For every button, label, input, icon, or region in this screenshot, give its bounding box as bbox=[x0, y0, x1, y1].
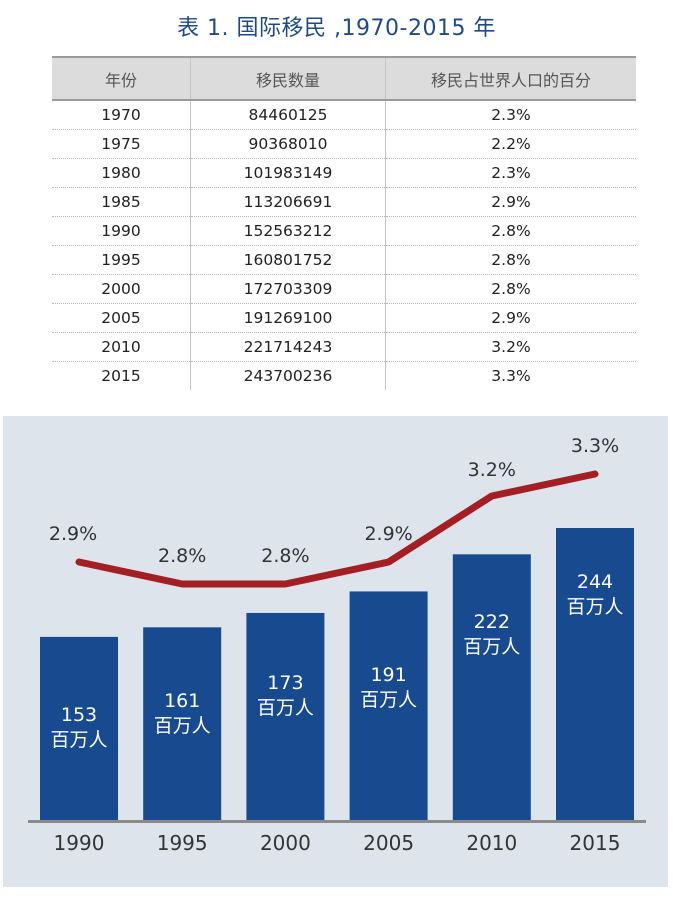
table-header-row: 年份 移民数量 移民占世界人口的百分 bbox=[52, 56, 636, 101]
bar-2015 bbox=[556, 528, 634, 820]
header-migrant-count: 移民数量 bbox=[190, 56, 386, 101]
line-value-label: 2.9% bbox=[49, 523, 97, 545]
cell-migrant-count: 113206691 bbox=[190, 187, 386, 217]
cell-migrant-count: 243700236 bbox=[190, 361, 386, 390]
bar-value-label: 173 bbox=[267, 672, 303, 694]
table-row: 2010 221714243 3.2% bbox=[52, 332, 636, 362]
table-row: 2000 172703309 2.8% bbox=[52, 274, 636, 304]
cell-percent: 2.9% bbox=[385, 187, 636, 217]
bar-2005 bbox=[349, 591, 428, 820]
bar-unit-label: 百万人 bbox=[463, 636, 520, 658]
cell-migrant-count: 90368010 bbox=[190, 129, 386, 159]
bar-value-label: 222 bbox=[474, 611, 510, 633]
cell-year: 2005 bbox=[52, 303, 191, 333]
bar-value-label: 161 bbox=[164, 690, 200, 712]
x-tick-label: 2005 bbox=[363, 831, 414, 855]
x-tick-label: 2000 bbox=[260, 831, 311, 855]
chart-panel: 153 百万人 1990 161 百万人 1995 173 百万人 2000 191 百万人 2005… bbox=[3, 416, 668, 887]
cell-migrant-count: 152563212 bbox=[190, 216, 386, 246]
cell-percent: 3.2% bbox=[385, 332, 636, 362]
bar-1990 bbox=[40, 636, 118, 820]
line-value-label: 3.3% bbox=[571, 435, 619, 457]
header-year: 年份 bbox=[52, 56, 191, 101]
cell-percent: 2.2% bbox=[385, 129, 636, 159]
cell-year: 1985 bbox=[52, 187, 191, 217]
table-row: 1990 152563212 2.8% bbox=[52, 216, 636, 246]
header-percent-population: 移民占世界人口的百分 bbox=[385, 56, 636, 101]
cell-percent: 3.3% bbox=[385, 361, 636, 390]
line-value-label: 3.2% bbox=[468, 459, 516, 481]
bar-1995 bbox=[143, 627, 222, 820]
cell-migrant-count: 191269100 bbox=[190, 303, 386, 333]
bar-value-label: 191 bbox=[370, 664, 406, 686]
table-row: 1995 160801752 2.8% bbox=[52, 245, 636, 275]
table-row: 1975 90368010 2.2% bbox=[52, 129, 636, 159]
table-row: 1980 101983149 2.3% bbox=[52, 158, 636, 188]
cell-year: 1990 bbox=[52, 216, 191, 246]
x-tick-label: 1990 bbox=[54, 831, 105, 855]
cell-percent: 2.8% bbox=[385, 274, 636, 304]
bar-value-label: 153 bbox=[61, 704, 97, 726]
cell-percent: 2.9% bbox=[385, 303, 636, 333]
cell-year: 1975 bbox=[52, 129, 191, 159]
cell-percent: 2.8% bbox=[385, 216, 636, 246]
page-title: 表 1. 国际移民 ,1970-2015 年 bbox=[177, 16, 496, 41]
bar-unit-label: 百万人 bbox=[257, 697, 314, 719]
cell-migrant-count: 101983149 bbox=[190, 158, 386, 188]
cell-percent: 2.8% bbox=[385, 245, 636, 275]
bar-unit-label: 百万人 bbox=[566, 596, 623, 618]
line-value-label: 2.9% bbox=[364, 523, 412, 545]
migration-table: 年份 移民数量 移民占世界人口的百分 1970 84460125 2.3% 1975 9… bbox=[52, 56, 636, 390]
bar-unit-label: 百万人 bbox=[154, 715, 211, 737]
table-row: 2015 243700236 3.3% bbox=[52, 361, 636, 390]
percent-line bbox=[75, 470, 599, 588]
cell-migrant-count: 221714243 bbox=[190, 332, 386, 362]
cell-percent: 2.3% bbox=[385, 100, 636, 130]
x-tick-label: 1995 bbox=[157, 831, 208, 855]
bar-unit-label: 百万人 bbox=[360, 689, 417, 711]
table-row: 2005 191269100 2.9% bbox=[52, 303, 636, 333]
table-row: 1970 84460125 2.3% bbox=[52, 100, 636, 130]
cell-percent: 2.3% bbox=[385, 158, 636, 188]
bar-unit-label: 百万人 bbox=[50, 729, 107, 751]
cell-migrant-count: 84460125 bbox=[190, 100, 386, 130]
cell-year: 1980 bbox=[52, 158, 191, 188]
cell-migrant-count: 160801752 bbox=[190, 245, 386, 275]
x-tick-label: 2010 bbox=[466, 831, 517, 855]
cell-migrant-count: 172703309 bbox=[190, 274, 386, 304]
x-tick-label: 2015 bbox=[570, 831, 621, 855]
line-value-label: 2.8% bbox=[158, 545, 206, 567]
bar-2010 bbox=[452, 554, 531, 820]
cell-year: 1995 bbox=[52, 245, 191, 275]
cell-year: 1970 bbox=[52, 100, 191, 130]
cell-year: 2010 bbox=[52, 332, 191, 362]
cell-year: 2015 bbox=[101, 367, 141, 385]
line-value-label: 2.8% bbox=[261, 545, 309, 567]
cell-year: 2000 bbox=[52, 274, 191, 304]
migration-chart: 153 百万人 1990 161 百万人 1995 173 百万人 2000 191 百万人 2005… bbox=[28, 435, 646, 855]
bar-value-label: 244 bbox=[577, 571, 613, 593]
bar-2000 bbox=[246, 612, 325, 820]
table-row: 1985 113206691 2.9% bbox=[52, 187, 636, 217]
